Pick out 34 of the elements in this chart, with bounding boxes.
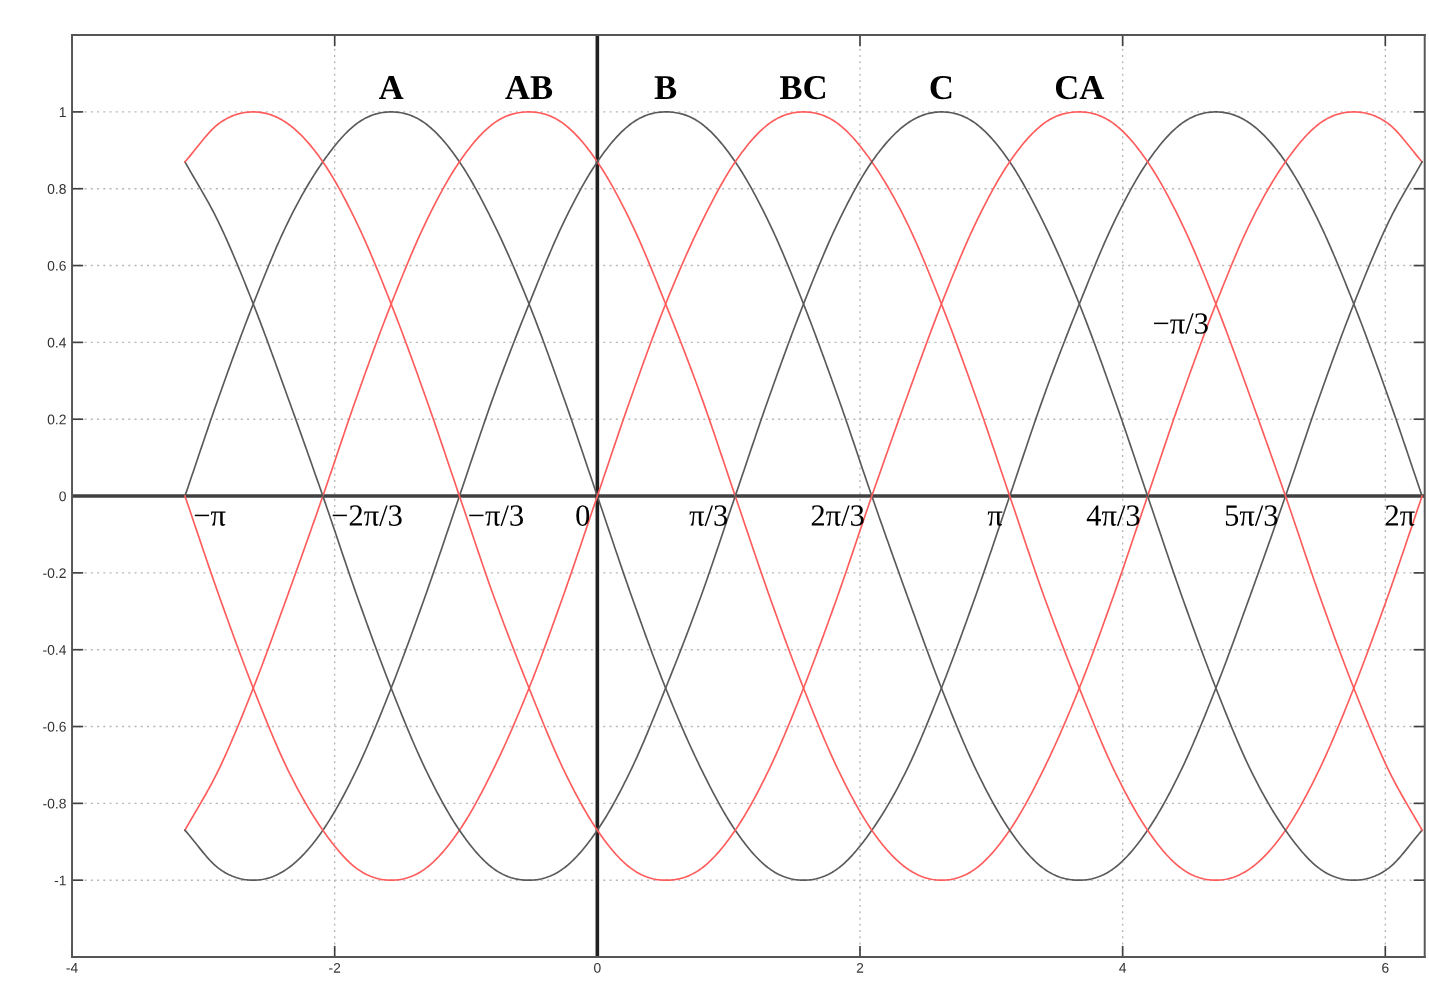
annotation: 0 — [576, 505, 590, 526]
y-tick-label: -0.4 — [43, 645, 67, 655]
y-tick-label: -0.8 — [43, 798, 66, 809]
annotation: −2π/3 — [332, 505, 402, 526]
x-tick-label: 2 — [856, 962, 864, 973]
y-tick-label: 0.2 — [47, 414, 66, 425]
annotation: C — [930, 75, 952, 100]
x-tick-label: 0 — [594, 962, 601, 973]
y-tick-label: 0.8 — [47, 184, 66, 194]
annotation: BC — [779, 75, 825, 100]
y-tick-label: -0.6 — [43, 721, 66, 732]
annotation: π/3 — [689, 505, 728, 526]
y-tick-label: 0 — [59, 491, 66, 502]
annotation: 2π/3 — [811, 505, 864, 526]
x-tick-label: -2 — [329, 962, 341, 973]
x-tick-label: -4 — [66, 963, 78, 973]
annotation: 4π/3 — [1086, 505, 1140, 526]
annotation: CA — [1055, 75, 1105, 100]
y-tick-label: -0.2 — [43, 568, 66, 579]
annotation: B — [654, 76, 677, 100]
y-tick-label: -1 — [54, 875, 66, 886]
annotation: 5π/3 — [1225, 505, 1278, 526]
annotation: 2π — [1385, 505, 1415, 526]
annotation: −π — [194, 511, 226, 526]
x-tick-label: 4 — [1119, 963, 1127, 973]
x-tick-label: 6 — [1382, 962, 1389, 973]
annotation: −π/3 — [469, 505, 524, 526]
annotation: π — [987, 511, 1003, 526]
y-tick-label: 0.4 — [47, 337, 67, 348]
annotation: −π/3 — [1154, 313, 1208, 334]
annotation: A — [378, 76, 404, 99]
y-tick-label: 0.6 — [47, 260, 66, 271]
annotation: AB — [505, 76, 553, 100]
y-tick-label: 1 — [59, 107, 66, 117]
